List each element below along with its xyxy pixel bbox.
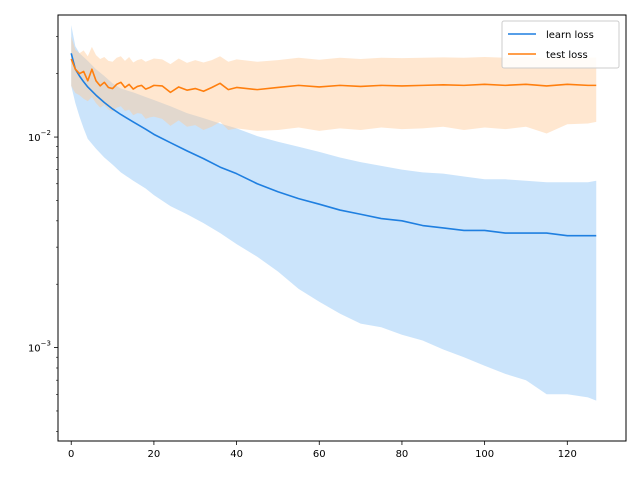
x-tick-label: 40 bbox=[230, 449, 243, 460]
y-tick-label: 10−3 bbox=[28, 340, 51, 355]
y-tick-label: 10−2 bbox=[28, 129, 51, 144]
series-lines bbox=[70, 53, 597, 237]
x-tick-label: 100 bbox=[475, 449, 494, 460]
test-loss-line bbox=[70, 58, 597, 94]
legend: learn loss test loss bbox=[501, 20, 620, 69]
legend-label-test-loss: test loss bbox=[546, 50, 588, 61]
y-axis-ticks: 10−3 10−2 bbox=[28, 36, 58, 432]
test-loss-band bbox=[71, 36, 597, 134]
x-tick-label: 20 bbox=[148, 449, 161, 460]
learn-loss-band bbox=[71, 25, 597, 401]
x-tick-label: 120 bbox=[558, 449, 577, 460]
x-tick-label: 0 bbox=[68, 449, 74, 460]
legend-label-learn-loss: learn loss bbox=[546, 30, 594, 41]
legend-box bbox=[501, 20, 620, 69]
learn-loss-line bbox=[70, 53, 597, 237]
x-tick-label: 80 bbox=[396, 449, 409, 460]
x-tick-label: 60 bbox=[313, 449, 326, 460]
x-axis-ticks: 0 20 40 60 80 100 120 bbox=[68, 441, 577, 460]
confidence-bands bbox=[71, 25, 597, 401]
plot-frame bbox=[57, 14, 627, 442]
